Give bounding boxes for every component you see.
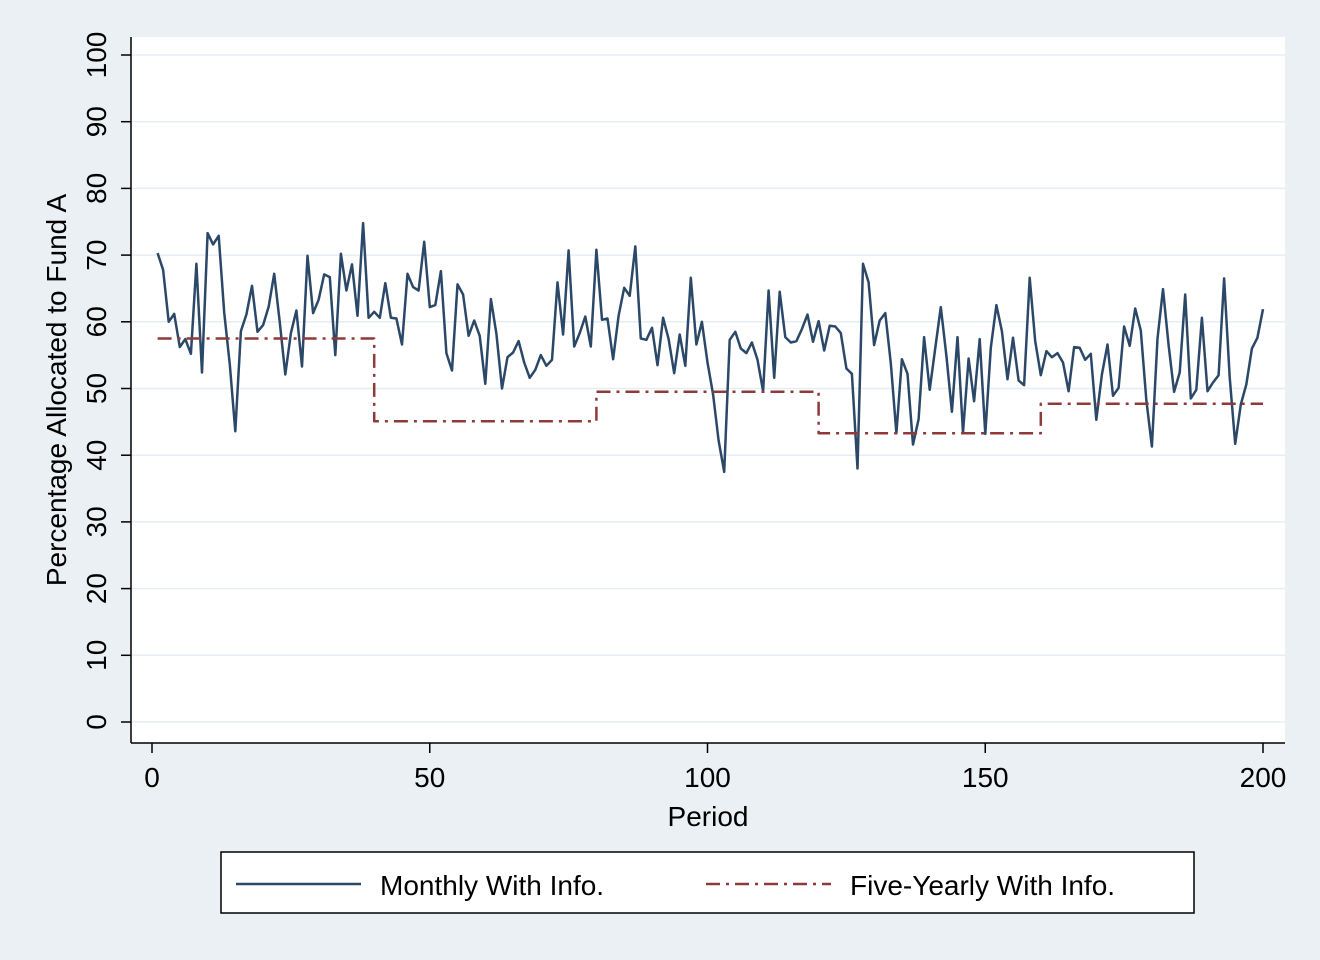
y-tick-label-0: 0 <box>81 714 112 730</box>
series-group <box>156 221 1265 474</box>
x-tick-label-200: 200 <box>1240 762 1287 793</box>
y-tick-label-100: 100 <box>81 32 112 79</box>
x-tick-label-0: 0 <box>144 762 160 793</box>
legend-label-monthly: Monthly With Info. <box>380 870 604 901</box>
y-tick-label-80: 80 <box>81 173 112 204</box>
y-tick-label-10: 10 <box>81 640 112 671</box>
y-tick-label-60: 60 <box>81 306 112 337</box>
legend-box <box>220 851 1195 914</box>
y-tick-label-30: 30 <box>81 506 112 537</box>
y-tick-label-40: 40 <box>81 440 112 471</box>
x-axis-title: Period <box>668 801 749 832</box>
y-tick-label-50: 50 <box>81 373 112 404</box>
legend-label-five-yearly: Five-Yearly With Info. <box>850 870 1115 901</box>
y-ticks: 0 10 20 30 40 50 60 70 80 90 100 <box>81 32 131 730</box>
series-line-monthly <box>156 221 1265 474</box>
y-tick-label-20: 20 <box>81 573 112 604</box>
x-ticks: 0 50 100 150 200 <box>144 743 1286 793</box>
x-tick-label-150: 150 <box>962 762 1009 793</box>
x-tick-label-100: 100 <box>684 762 731 793</box>
series-line-five-yearly <box>157 337 1263 435</box>
y-tick-label-90: 90 <box>81 106 112 137</box>
grid-lines <box>131 54 1285 723</box>
y-tick-label-70: 70 <box>81 240 112 271</box>
y-axis-title: Percentage Allocated to Fund A <box>41 194 72 587</box>
x-tick-label-50: 50 <box>414 762 445 793</box>
legend: Monthly With Info. Five-Yearly With Info… <box>220 851 1195 914</box>
